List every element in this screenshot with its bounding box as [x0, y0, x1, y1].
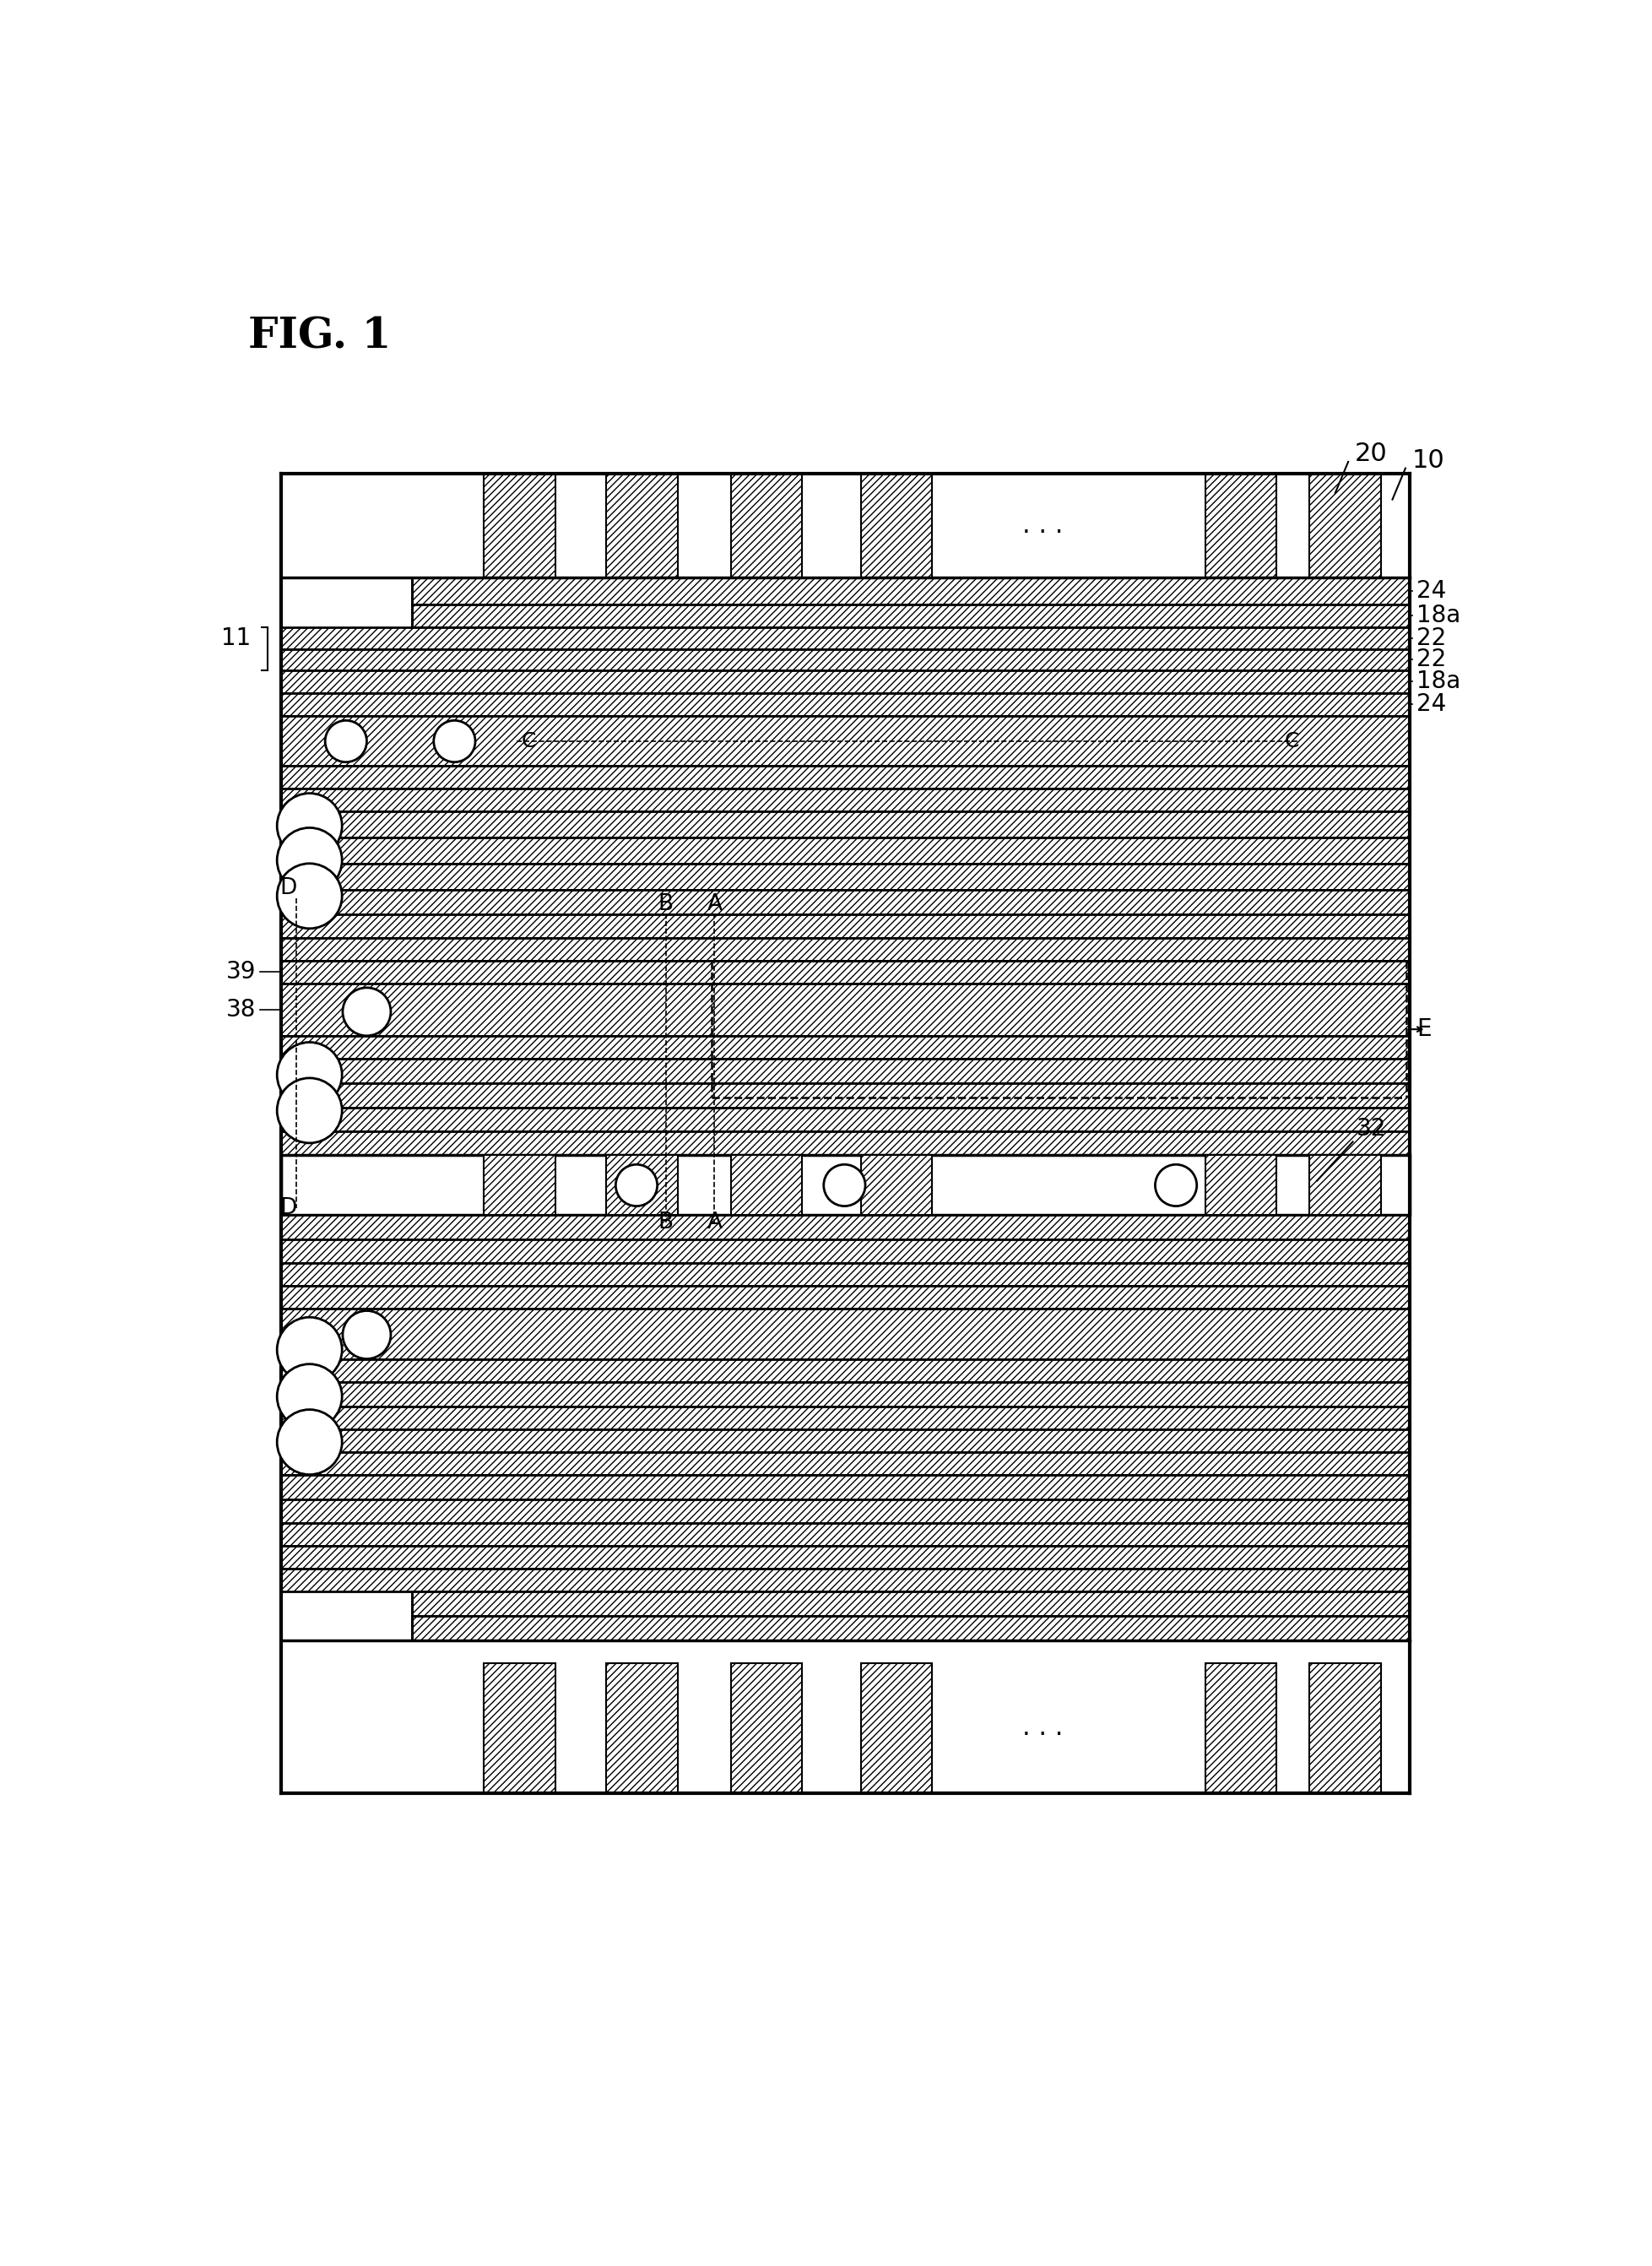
Bar	[411, 605, 1409, 628]
Bar	[730, 474, 801, 578]
Bar	[281, 789, 1409, 811]
Bar	[1204, 474, 1275, 578]
Text: B: B	[657, 893, 672, 915]
Bar	[281, 1131, 1409, 1156]
Text: 20: 20	[1355, 442, 1386, 467]
Circle shape	[615, 1165, 657, 1206]
Bar	[411, 578, 1409, 605]
Bar	[281, 863, 1409, 891]
Bar	[1308, 1663, 1379, 1792]
Bar	[606, 1663, 677, 1792]
Bar	[281, 1523, 1409, 1545]
Bar	[606, 1156, 677, 1215]
Circle shape	[278, 1042, 342, 1108]
Bar	[281, 1545, 1409, 1568]
Bar	[281, 693, 1409, 716]
Text: D: D	[279, 1196, 296, 1219]
Text: 24: 24	[1416, 580, 1446, 603]
Circle shape	[278, 827, 342, 893]
Bar	[281, 1083, 1409, 1108]
Bar	[606, 474, 677, 578]
Bar	[411, 1591, 1409, 1616]
Text: 10: 10	[1411, 449, 1444, 474]
Bar	[281, 1264, 1409, 1287]
Text: 24: 24	[1416, 693, 1446, 716]
Bar	[861, 474, 932, 578]
Circle shape	[278, 1317, 342, 1382]
Circle shape	[278, 793, 342, 859]
Bar	[281, 1036, 1409, 1058]
Text: D: D	[279, 877, 296, 900]
Bar	[281, 1058, 1409, 1083]
Circle shape	[278, 863, 342, 929]
Text: C: C	[1284, 732, 1298, 752]
Text: E: E	[1416, 1017, 1431, 1040]
Bar	[411, 1616, 1409, 1641]
Bar	[281, 766, 1409, 789]
Bar	[281, 1240, 1409, 1264]
Circle shape	[325, 721, 367, 761]
Text: . . .: . . .	[1023, 1715, 1062, 1740]
Bar	[281, 838, 1409, 863]
Text: 22: 22	[1416, 625, 1446, 650]
Bar	[281, 671, 1409, 693]
Text: FIG. 1: FIG. 1	[248, 317, 392, 358]
Circle shape	[342, 1310, 390, 1360]
Bar	[730, 1156, 801, 1215]
Bar	[281, 1108, 1409, 1131]
Text: A: A	[707, 893, 722, 915]
Text: C: C	[520, 732, 535, 752]
Circle shape	[433, 721, 476, 761]
Bar	[1204, 1156, 1275, 1215]
Circle shape	[278, 1079, 342, 1142]
Text: A: A	[707, 1212, 722, 1233]
Bar	[281, 1215, 1409, 1240]
Bar	[484, 1156, 555, 1215]
Circle shape	[342, 988, 390, 1036]
Bar	[281, 913, 1409, 938]
Bar	[281, 961, 1409, 983]
Bar	[281, 983, 1409, 1036]
Circle shape	[278, 1364, 342, 1430]
Bar	[281, 811, 1409, 838]
Circle shape	[823, 1165, 866, 1206]
Bar	[281, 628, 1409, 648]
Text: B: B	[657, 1212, 672, 1233]
Text: 18a: 18a	[1416, 671, 1460, 693]
Bar	[861, 1663, 932, 1792]
Bar	[281, 1475, 1409, 1500]
Bar	[281, 1287, 1409, 1310]
Text: 39: 39	[226, 961, 256, 983]
Bar	[484, 1663, 555, 1792]
Bar	[1204, 1663, 1275, 1792]
Bar	[1308, 1156, 1379, 1215]
Bar	[730, 1663, 801, 1792]
Bar	[281, 648, 1409, 671]
Circle shape	[278, 1409, 342, 1475]
Bar	[281, 1310, 1409, 1360]
Bar	[281, 1568, 1409, 1591]
Bar	[281, 716, 1409, 766]
Bar	[281, 1382, 1409, 1407]
Bar	[281, 1500, 1409, 1523]
Bar	[484, 474, 555, 578]
Circle shape	[1155, 1165, 1196, 1206]
Bar	[281, 1453, 1409, 1475]
Bar	[281, 1360, 1409, 1382]
Text: 32: 32	[1355, 1117, 1384, 1140]
Text: 38: 38	[226, 997, 256, 1022]
Text: . . .: . . .	[1023, 512, 1062, 537]
Bar	[281, 938, 1409, 961]
Text: 22: 22	[1416, 648, 1446, 671]
Bar	[281, 1407, 1409, 1430]
Bar	[281, 1430, 1409, 1453]
Bar	[281, 1156, 1409, 1215]
Bar	[861, 1156, 932, 1215]
Bar	[1308, 474, 1379, 578]
Text: 18a: 18a	[1416, 605, 1460, 628]
Bar	[281, 891, 1409, 913]
Text: 11: 11	[221, 625, 251, 650]
